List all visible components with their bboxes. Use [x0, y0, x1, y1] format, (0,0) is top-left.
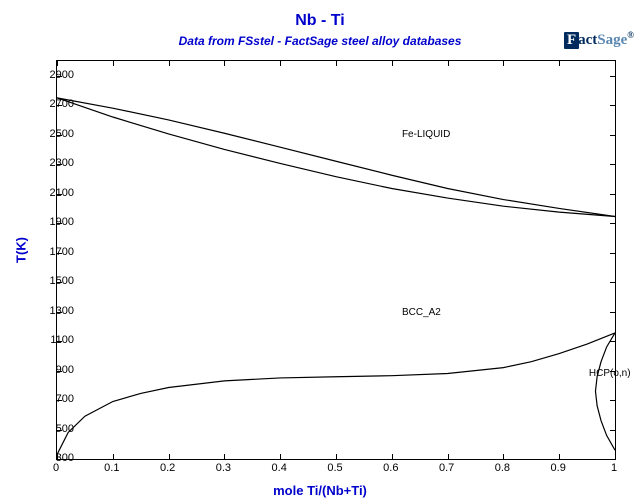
bcc-hcp-upper-curve	[57, 333, 615, 455]
y-tick-label: 300	[24, 452, 74, 464]
x-tick-label: 0.5	[327, 462, 342, 474]
y-tick-label: 500	[24, 423, 74, 435]
plot-area	[56, 60, 616, 460]
y-tick-label: 1900	[24, 216, 74, 228]
y-tick-label: 900	[24, 364, 74, 376]
phase-diagram-container: Nb - Ti Data from FSstel - FactSage stee…	[0, 0, 640, 504]
y-tick-label: 1500	[24, 275, 74, 287]
y-tick-label: 2500	[24, 128, 74, 140]
y-tick-label: 2700	[24, 98, 74, 110]
x-tick-label: 0.8	[495, 462, 510, 474]
liquidus-curve	[57, 98, 615, 217]
factsage-logo: FactSage®	[564, 30, 634, 49]
y-tick-label: 1300	[24, 305, 74, 317]
y-tick-label: 2300	[24, 157, 74, 169]
region-label: Fe-LIQUID	[402, 129, 450, 140]
chart-subtitle: Data from FSstel - FactSage steel alloy …	[0, 34, 640, 48]
x-tick-label: 0.6	[383, 462, 398, 474]
x-tick-label: 0.7	[439, 462, 454, 474]
curves-svg	[57, 61, 615, 459]
y-tick-label: 2100	[24, 187, 74, 199]
x-axis-label: mole Ti/(Nb+Ti)	[0, 483, 640, 498]
y-tick-label: 1700	[24, 246, 74, 258]
region-label: HCP(o,n)	[589, 368, 631, 379]
x-tick-label: 0.3	[216, 462, 231, 474]
y-tick-label: 1100	[24, 334, 74, 346]
hcp-right-curve	[595, 333, 615, 450]
y-tick-label: 2900	[24, 69, 74, 81]
chart-title: Nb - Ti	[0, 12, 640, 30]
x-tick-label: 0.4	[272, 462, 287, 474]
x-tick-label: 0	[53, 462, 59, 474]
x-tick-label: 0.9	[551, 462, 566, 474]
solidus-curve	[57, 98, 615, 217]
region-label: BCC_A2	[402, 307, 441, 318]
x-tick-label: 0.1	[104, 462, 119, 474]
x-tick-label: 0.2	[160, 462, 175, 474]
y-tick-label: 700	[24, 393, 74, 405]
x-tick-label: 1	[611, 462, 617, 474]
